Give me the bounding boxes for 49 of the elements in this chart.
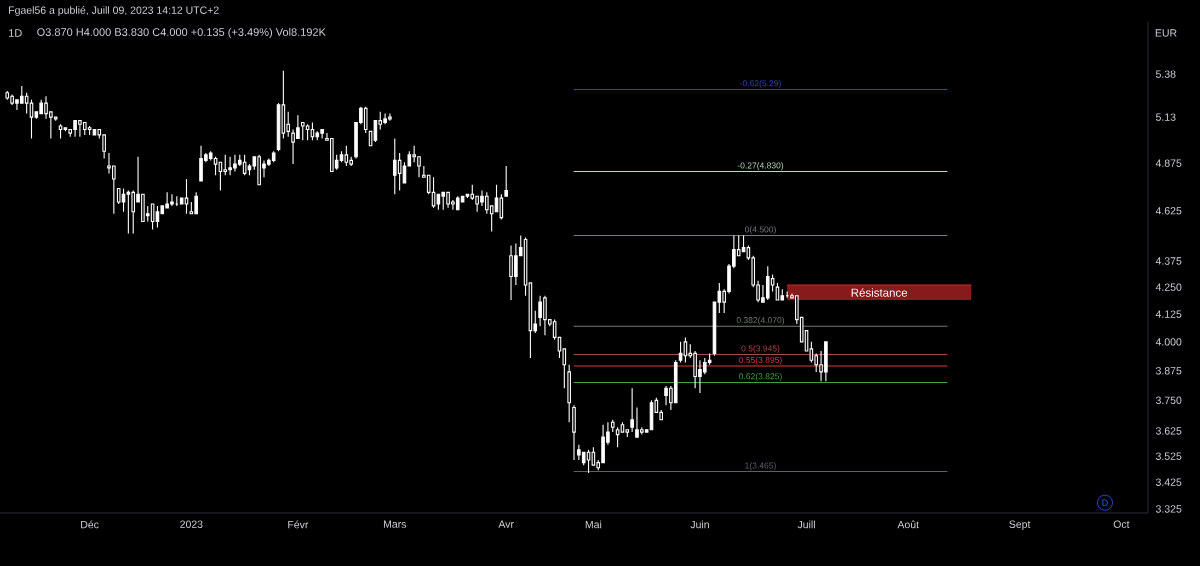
x-tick-label: Juill	[797, 520, 815, 529]
text: Fgael56 a publié, Juill 09, 2023 14:12 UTC+2	[9, 6, 219, 16]
annotation: D	[1102, 499, 1108, 506]
candlestick	[126, 189, 131, 235]
candlestick	[5, 90, 10, 101]
y-tick-label: 4.625	[1155, 207, 1182, 215]
candlestick	[470, 184, 475, 201]
y-tick-label: 3.875	[1155, 367, 1182, 375]
x-tick-label: Févr	[288, 520, 309, 529]
y-tick-label: 5.13	[1155, 113, 1176, 121]
candlestick	[344, 145, 349, 167]
text: O3.870 H4.000 B3.830 C4.000 +0.135 (+3.49%) Vol8.192K	[37, 27, 326, 39]
series-label: -0.62(5.29)	[740, 80, 781, 88]
series-label: -0.27(4.830)	[737, 162, 784, 171]
y-axis-title: EUR	[1155, 29, 1177, 37]
y-tick-label: 4.250	[1155, 283, 1182, 291]
y-tick-label: 4.375	[1155, 257, 1182, 265]
x-tick-label: Avr	[498, 520, 514, 528]
candlestick	[572, 404, 576, 461]
x-tick-label: Déc	[81, 520, 99, 529]
series-label: Résistance	[851, 288, 908, 297]
x-tick-label: Août	[897, 520, 919, 529]
x-tick-label: Sept	[1009, 520, 1031, 531]
candlestick	[271, 150, 276, 163]
y-tick-label: 3.625	[1155, 427, 1182, 435]
series-label: 0(4.500)	[745, 226, 776, 235]
y-tick-label: 5.38	[1155, 70, 1176, 78]
x-tick-label: Mars	[383, 520, 407, 528]
candlestick	[630, 387, 634, 433]
y-tick-label: 3.425	[1155, 478, 1182, 486]
y-tick-label: 4.000	[1155, 338, 1182, 346]
series-label: 1(3.465)	[745, 462, 776, 471]
y-tick-label: 4.875	[1155, 159, 1182, 167]
candlestick	[58, 123, 63, 140]
series-label: 0.5(3.945)	[741, 345, 780, 354]
y-tick-label: 3.750	[1155, 396, 1182, 405]
y-tick-label: 3.325	[1155, 505, 1182, 513]
text: 1D	[9, 29, 22, 37]
x-tick-label: Juin	[690, 520, 709, 529]
series-label: 0.382(4.070)	[736, 316, 785, 325]
candlestick	[499, 193, 504, 221]
x-tick-label: Oct	[1113, 520, 1130, 528]
x-tick-label: 2023	[180, 520, 203, 528]
series-label: 0.55(3.895)	[739, 356, 782, 365]
x-tick-label: Mai	[585, 520, 602, 529]
y-tick-label: 3.525	[1155, 452, 1182, 460]
series-label: 0.62(3.825)	[739, 373, 782, 381]
y-tick-label: 4.125	[1155, 310, 1182, 318]
candlestick	[184, 178, 189, 215]
